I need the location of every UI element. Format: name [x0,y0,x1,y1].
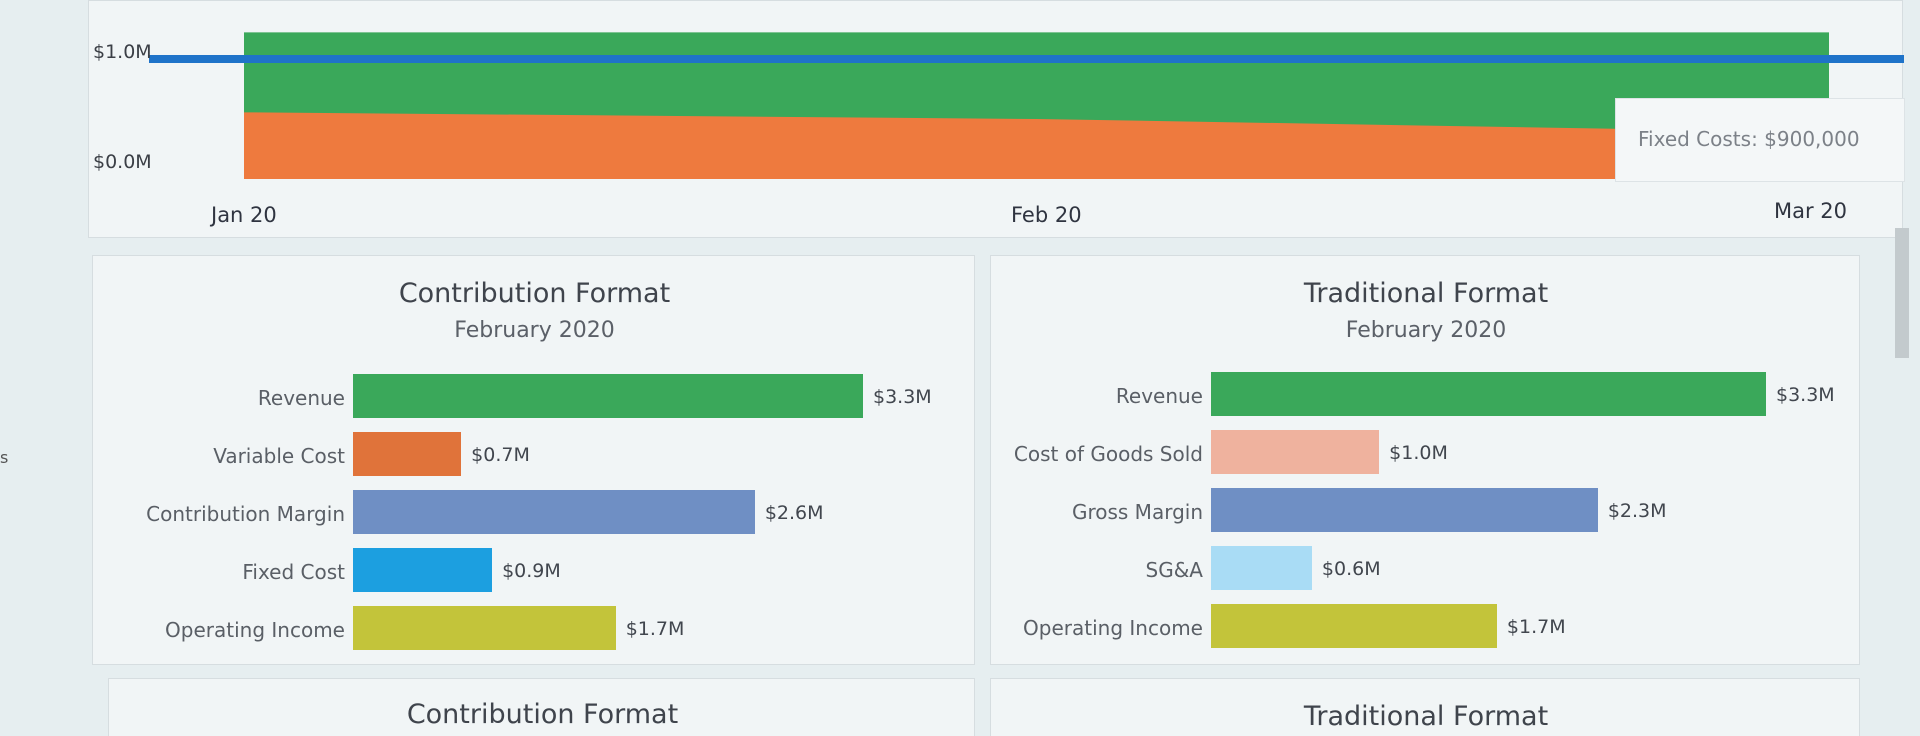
category-label: Fixed Cost [242,560,345,584]
category-label: Variable Cost [213,444,345,468]
category-label: Revenue [257,386,345,410]
category-label: Contribution Margin [146,502,345,526]
bar-cost-of-goods-sold[interactable] [1211,430,1380,474]
category-label: Operating Income [1023,616,1203,640]
area-series-1 [244,112,1829,179]
category-label: Cost of Goods Sold [1013,442,1203,466]
contribution-panel: Contribution Format February 2020 Revenu… [92,255,975,665]
bar-operating-income[interactable] [1211,604,1497,648]
traditional-panel-lower: Traditional Format [990,678,1860,736]
value-label: $2.6M [764,502,824,524]
value-label: $3.3M [1776,384,1835,406]
edge-fragment: s [0,448,9,467]
x-tick-mar: Mar 20 [1774,199,1848,223]
x-tick-feb: Feb 20 [1011,203,1082,227]
y-tick-bottom: $0.0M [93,151,152,173]
category-label: Gross Margin [1071,500,1203,524]
value-label: $2.3M [1607,500,1667,522]
value-label: $3.3M [873,386,932,408]
timeline-panel: $1.0M $0.0M Jan 20 Feb 20 Mar 20 [88,0,1904,238]
value-label: $1.7M [625,618,685,640]
y-tick-top: $1.0M [93,41,152,63]
contribution-lower-title: Contribution Format [406,699,679,730]
value-label: $0.9M [502,560,561,582]
bar-gross-margin[interactable] [1211,488,1598,532]
category-label: SG&A [1145,558,1203,582]
bar-fixed-cost[interactable] [353,548,493,592]
traditional-subtitle: February 2020 [1345,318,1507,343]
traditional-lower-title: Traditional Format [1303,701,1549,732]
traditional-title: Traditional Format [1303,278,1549,309]
bar-revenue[interactable] [1211,372,1766,416]
scrollbar-thumb[interactable] [1895,228,1909,358]
category-label: Operating Income [165,618,345,642]
bar-variable-cost[interactable] [353,432,462,476]
traditional-panel: Traditional Format February 2020 Revenue… [990,255,1860,665]
value-label: $0.6M [1321,558,1381,580]
contribution-subtitle: February 2020 [454,318,615,343]
bar-revenue[interactable] [353,374,863,418]
bar-sg-a[interactable] [1211,546,1312,590]
area-chart [149,32,1904,179]
value-label: $1.7M [1506,616,1566,638]
value-label: $0.7M [471,444,530,466]
category-label: Revenue [1115,384,1203,408]
contribution-panel-lower: Contribution Format [108,678,975,736]
fixed-costs-tooltip: Fixed Costs: $900,000 [1615,98,1905,182]
x-tick-jan: Jan 20 [211,203,277,227]
contribution-title: Contribution Format [398,278,671,309]
tooltip-text: Fixed Costs: $900,000 [1638,127,1860,151]
bar-contribution-margin[interactable] [353,490,755,534]
bar-operating-income[interactable] [353,606,616,650]
value-label: $1.0M [1389,442,1448,464]
